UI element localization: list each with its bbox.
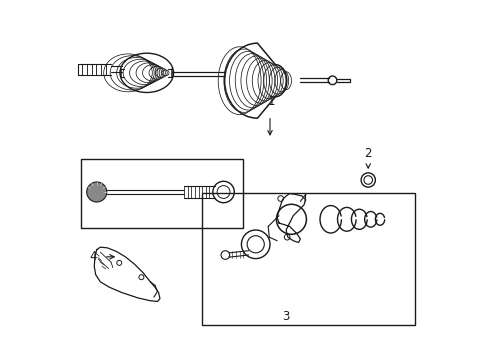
Circle shape xyxy=(87,182,107,202)
Text: 4: 4 xyxy=(89,250,97,263)
Bar xyxy=(202,193,415,325)
Text: 1: 1 xyxy=(268,95,275,108)
Bar xyxy=(81,158,243,228)
Text: 2: 2 xyxy=(365,147,372,160)
Text: 3: 3 xyxy=(282,310,290,323)
